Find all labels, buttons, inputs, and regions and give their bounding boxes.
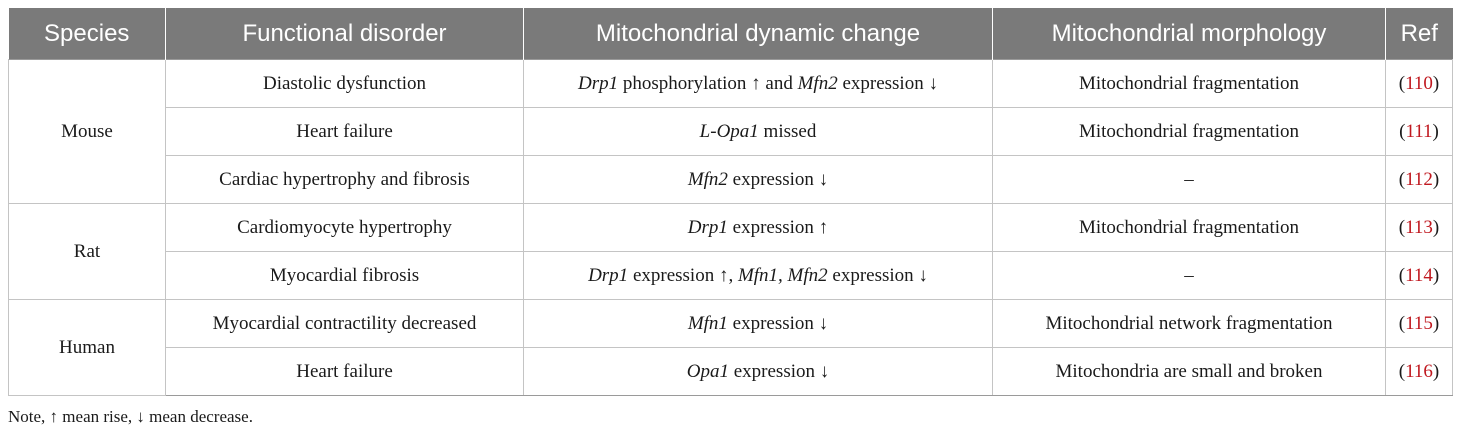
ref-cell: (114) [1385, 251, 1453, 300]
morphology-cell: – [992, 251, 1386, 300]
functional-disorder-cell: Cardiomyocyte hypertrophy [165, 203, 524, 252]
dynamic-text: expression ↓ [837, 72, 938, 94]
table-row: Cardiac hypertrophy and fibrosis Mfn2 exp… [9, 155, 1453, 204]
ref-link[interactable]: 113 [1405, 216, 1433, 238]
functional-disorder-cell: Heart failure [165, 347, 524, 396]
species-cell: Rat [8, 203, 166, 300]
gene-name: Mfn2 [687, 168, 728, 190]
gene-name: L-Opa1 [699, 120, 759, 142]
ref-cell: (111) [1385, 107, 1453, 156]
table-footnote: Note, ↑ mean rise, ↓ mean decrease. [8, 407, 253, 426]
gene-name: Mfn1, Mfn2 [737, 264, 828, 286]
dynamic-text: expression ↓ [827, 264, 928, 286]
ref-link[interactable]: 112 [1405, 168, 1433, 190]
gene-name: Opa1 [686, 360, 729, 382]
gene-name: Drp1 [687, 216, 728, 238]
table-body: Mouse Diastolic dysfunction Drp1 phosphory… [8, 59, 1453, 396]
ref-cell: (115) [1385, 299, 1453, 348]
dynamic-text: missed [758, 120, 817, 142]
ref-link[interactable]: 114 [1405, 264, 1433, 286]
ref-cell: (116) [1385, 347, 1453, 396]
species-cell: Human [8, 299, 166, 396]
table-row: Heart failure Opa1 expression ↓ Mitochondr… [9, 347, 1453, 396]
ref-cell: (110) [1385, 59, 1453, 108]
header-ref: Ref [1385, 8, 1453, 60]
data-table: Species Functional disorder Mitochondria… [8, 8, 1453, 396]
dynamic-text: expression ↑ [727, 216, 829, 238]
dynamic-text: expression ↓ [727, 312, 829, 334]
morphology-cell: Mitochondrial network fragmentation [992, 299, 1386, 348]
dynamic-text: expression ↓ [728, 360, 830, 382]
gene-name: Drp1 [578, 72, 619, 94]
morphology-cell: Mitochondrial fragmentation [992, 107, 1386, 156]
dynamic-change-cell: Drp1 expression ↑ [523, 203, 993, 252]
ref-link[interactable]: 116 [1405, 360, 1433, 382]
header-mitochondrial-morphology: Mitochondrial morphology [992, 8, 1386, 60]
morphology-cell: Mitochondrial fragmentation [992, 203, 1386, 252]
ref-cell: (113) [1385, 203, 1453, 252]
morphology-cell: Mitochondria are small and broken [992, 347, 1386, 396]
header-row: Species Functional disorder Mitochondria… [8, 8, 1453, 60]
functional-disorder-cell: Diastolic dysfunction [165, 59, 524, 108]
dynamic-change-cell: L-Opa1 missed [523, 107, 993, 156]
header-species: Species [8, 8, 166, 60]
dynamic-text: expression ↓ [727, 168, 829, 190]
dynamic-text: phosphorylation ↑ and [618, 72, 798, 94]
header-functional-disorder: Functional disorder [165, 8, 524, 60]
ref-cell: (112) [1385, 155, 1453, 204]
dynamic-change-cell: Mfn2 expression ↓ [523, 155, 993, 204]
functional-disorder-cell: Myocardial contractility decreased [165, 299, 524, 348]
ref-link[interactable]: 115 [1405, 312, 1433, 334]
table-row: Mouse Diastolic dysfunction Drp1 phosphory… [8, 59, 1453, 204]
gene-name: Drp1 [588, 264, 629, 286]
gene-name: Mfn1 [687, 312, 728, 334]
header-mitochondrial-dynamic-change: Mitochondrial dynamic change [523, 8, 993, 60]
dynamic-change-cell: Mfn1 expression ↓ [523, 299, 993, 348]
table-row: Human Myocardial contractility decreased M… [8, 299, 1453, 396]
table-row: Heart failure L-Opa1 missed Mitochondrial … [9, 107, 1453, 156]
ref-link[interactable]: 111 [1405, 120, 1433, 142]
ref-link[interactable]: 110 [1405, 72, 1433, 94]
dynamic-change-cell: Opa1 expression ↓ [523, 347, 993, 396]
dynamic-change-cell: Drp1 phosphorylation ↑ and Mfn2 expressi… [523, 59, 993, 108]
table-row: Rat Cardiomyocyte hypertrophy Drp1 express… [8, 203, 1453, 300]
dynamic-text: expression ↑, [628, 264, 738, 286]
morphology-cell: Mitochondrial fragmentation [992, 59, 1386, 108]
functional-disorder-cell: Heart failure [165, 107, 524, 156]
functional-disorder-cell: Cardiac hypertrophy and fibrosis [165, 155, 524, 204]
species-cell: Mouse [8, 59, 166, 204]
gene-name: Mfn2 [797, 72, 838, 94]
table-row: Myocardial fibrosis Drp1 expression ↑, Mf… [9, 251, 1453, 300]
dynamic-change-cell: Drp1 expression ↑, Mfn1, Mfn2 expression… [523, 251, 993, 300]
morphology-cell: – [992, 155, 1386, 204]
functional-disorder-cell: Myocardial fibrosis [165, 251, 524, 300]
